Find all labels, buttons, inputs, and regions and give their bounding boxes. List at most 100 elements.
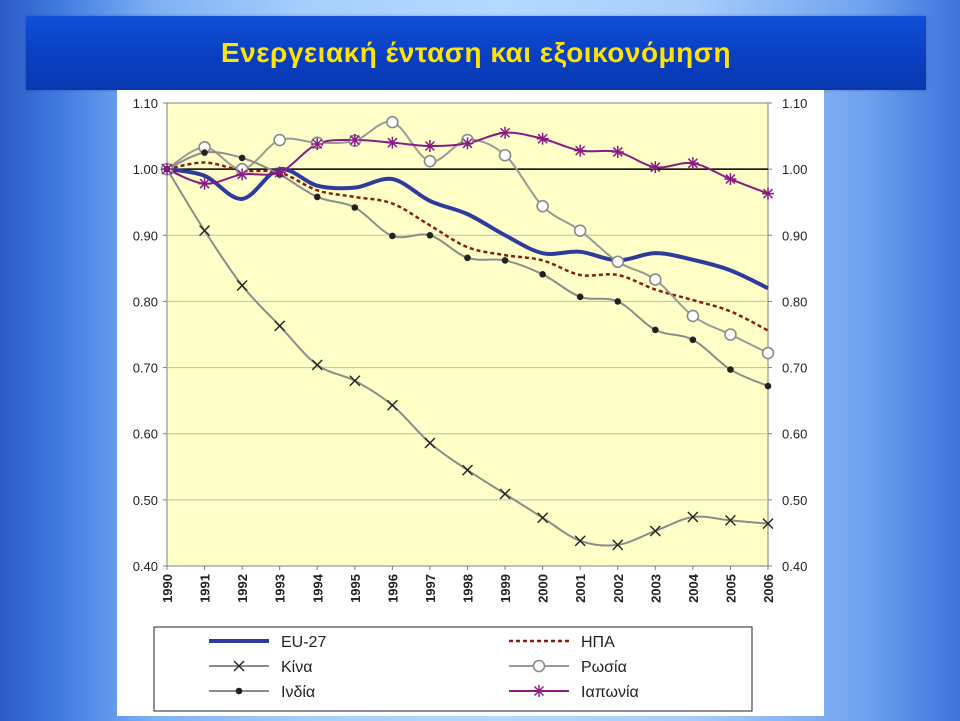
line-chart: 0.40 0.50 0.60 0.70 0.80 0.90 1.00 1.10 0.40 0.50… bbox=[133, 96, 807, 712]
legend-marker bbox=[233, 660, 245, 672]
data-point-ινδία bbox=[238, 154, 246, 162]
data-point-ινδία bbox=[652, 326, 659, 334]
data-point-κίνα bbox=[724, 514, 736, 526]
legend-label: Κίνα bbox=[281, 659, 312, 676]
data-point-ινδία bbox=[351, 204, 359, 211]
x-tick-label: 1990 bbox=[160, 574, 175, 603]
data-point-ινδία bbox=[426, 231, 434, 239]
x-tick-label: 2006 bbox=[761, 574, 776, 603]
data-point-ινδία bbox=[389, 232, 396, 240]
data-point-κίνα bbox=[236, 280, 248, 292]
data-point-κίνα bbox=[762, 518, 774, 530]
data-point-ρωσία bbox=[649, 273, 662, 286]
x-tick-label: 2003 bbox=[648, 574, 663, 603]
data-point-ιαπωνία bbox=[461, 137, 474, 150]
data-point-κίνα bbox=[424, 437, 436, 449]
data-point-κίνα bbox=[462, 464, 473, 476]
x-tick-label: 1994 bbox=[310, 573, 325, 603]
y-tick-label: 1.10 bbox=[133, 96, 158, 111]
data-point-ιαπωνία bbox=[386, 136, 399, 149]
series-line-eu-27 bbox=[166, 167, 769, 291]
x-tick-label: 1995 bbox=[348, 574, 363, 603]
legend-marker bbox=[235, 687, 243, 695]
data-point-κίνα bbox=[499, 488, 511, 500]
data-point-ιαπωνία bbox=[536, 132, 549, 145]
y-tick-label: 0.40 bbox=[133, 559, 158, 574]
data-point-ρωσία bbox=[386, 115, 399, 129]
data-point-κίνα bbox=[687, 511, 699, 523]
data-point-ινδία bbox=[464, 254, 471, 262]
x-tick-label: 1999 bbox=[498, 574, 513, 603]
data-point-ινδία bbox=[201, 149, 208, 156]
legend-label: Ινδία bbox=[281, 684, 315, 701]
series-line-ηπα bbox=[166, 161, 769, 332]
data-point-κίνα bbox=[386, 399, 398, 411]
legend-label: Ρωσία bbox=[581, 659, 627, 676]
data-point-ινδία bbox=[727, 366, 734, 373]
data-point-κίνα bbox=[199, 225, 211, 237]
slide-title: Ενεργειακή ένταση και εξοικονόμηση bbox=[220, 37, 732, 68]
data-point-ιαπωνία bbox=[611, 145, 624, 158]
data-point-ινδία bbox=[501, 257, 509, 264]
data-point-ινδία bbox=[539, 271, 546, 278]
legend-label: EU-27 bbox=[281, 634, 326, 651]
y-tick-label: 0.80 bbox=[133, 294, 158, 309]
data-point-ρωσία bbox=[573, 224, 587, 237]
data-point-ιαπωνία bbox=[499, 126, 512, 139]
data-point-ρωσία bbox=[498, 148, 512, 162]
data-point-ιαπωνία bbox=[686, 157, 699, 170]
y-tick-label: 0.90 bbox=[133, 228, 158, 243]
x-tick-label: 2004 bbox=[686, 573, 701, 603]
legend-label: ΗΠΑ bbox=[581, 634, 615, 651]
data-point-κίνα bbox=[537, 512, 549, 524]
data-point-κίνα bbox=[311, 359, 323, 371]
x-tick-label: 1998 bbox=[461, 574, 476, 603]
data-point-ιαπωνία bbox=[348, 134, 361, 147]
x-tick-label: 2005 bbox=[723, 574, 738, 603]
x-tick-label: 1991 bbox=[198, 574, 213, 603]
data-point-ιαπωνία bbox=[649, 161, 662, 174]
data-point-κίνα bbox=[574, 535, 586, 547]
y2-tick-label: 1.10 bbox=[782, 96, 807, 111]
data-point-ιαπωνία bbox=[198, 177, 211, 190]
y2-tick-label: 0.60 bbox=[782, 427, 807, 442]
y-tick-label: 0.50 bbox=[133, 493, 158, 508]
data-point-ιαπωνία bbox=[762, 187, 774, 200]
x-tick-label: 2000 bbox=[536, 574, 551, 603]
y-tick-label: 0.60 bbox=[133, 427, 158, 442]
data-point-κίνα bbox=[274, 320, 286, 332]
data-point-ιαπωνία bbox=[273, 166, 286, 179]
y2-tick-label: 0.40 bbox=[782, 559, 807, 574]
data-point-ιαπωνία bbox=[724, 173, 737, 186]
data-point-ρωσία bbox=[536, 199, 549, 213]
y2-tick-label: 0.70 bbox=[782, 361, 807, 376]
data-point-ρωσία bbox=[686, 309, 700, 323]
data-point-ρωσία bbox=[273, 133, 286, 147]
data-point-ιαπωνία bbox=[574, 144, 587, 157]
data-point-ινδία bbox=[313, 193, 321, 201]
y2-tick-label: 1.00 bbox=[782, 162, 807, 177]
data-point-κίνα bbox=[649, 525, 661, 537]
legend-marker bbox=[532, 659, 546, 673]
data-point-ιαπωνία bbox=[236, 168, 249, 181]
y2-tick-label: 0.80 bbox=[782, 294, 807, 309]
data-point-ιαπωνία bbox=[311, 138, 324, 151]
y2-tick-label: 0.90 bbox=[782, 228, 807, 243]
legend-marker bbox=[533, 685, 545, 697]
x-tick-label: 1996 bbox=[385, 574, 400, 603]
data-point-ινδία bbox=[764, 382, 772, 390]
data-point-κίνα bbox=[349, 375, 361, 387]
data-point-ινδία bbox=[576, 293, 584, 301]
x-tick-label: 1997 bbox=[423, 574, 438, 603]
x-tick-label: 2001 bbox=[573, 574, 588, 603]
title-bar: Ενεργειακή ένταση και εξοικονόμηση bbox=[26, 16, 926, 90]
legend-label: Ιαπωνία bbox=[581, 684, 639, 701]
y-tick-label: 1.00 bbox=[133, 162, 158, 177]
x-tick-label: 2002 bbox=[611, 574, 626, 603]
y-tick-label: 0.70 bbox=[133, 361, 158, 376]
data-point-ρωσία bbox=[761, 346, 775, 360]
data-point-ινδία bbox=[689, 336, 697, 344]
y2-tick-label: 0.50 bbox=[782, 493, 807, 508]
data-point-ρωσία bbox=[611, 255, 625, 269]
data-point-ρωσία bbox=[724, 328, 737, 341]
